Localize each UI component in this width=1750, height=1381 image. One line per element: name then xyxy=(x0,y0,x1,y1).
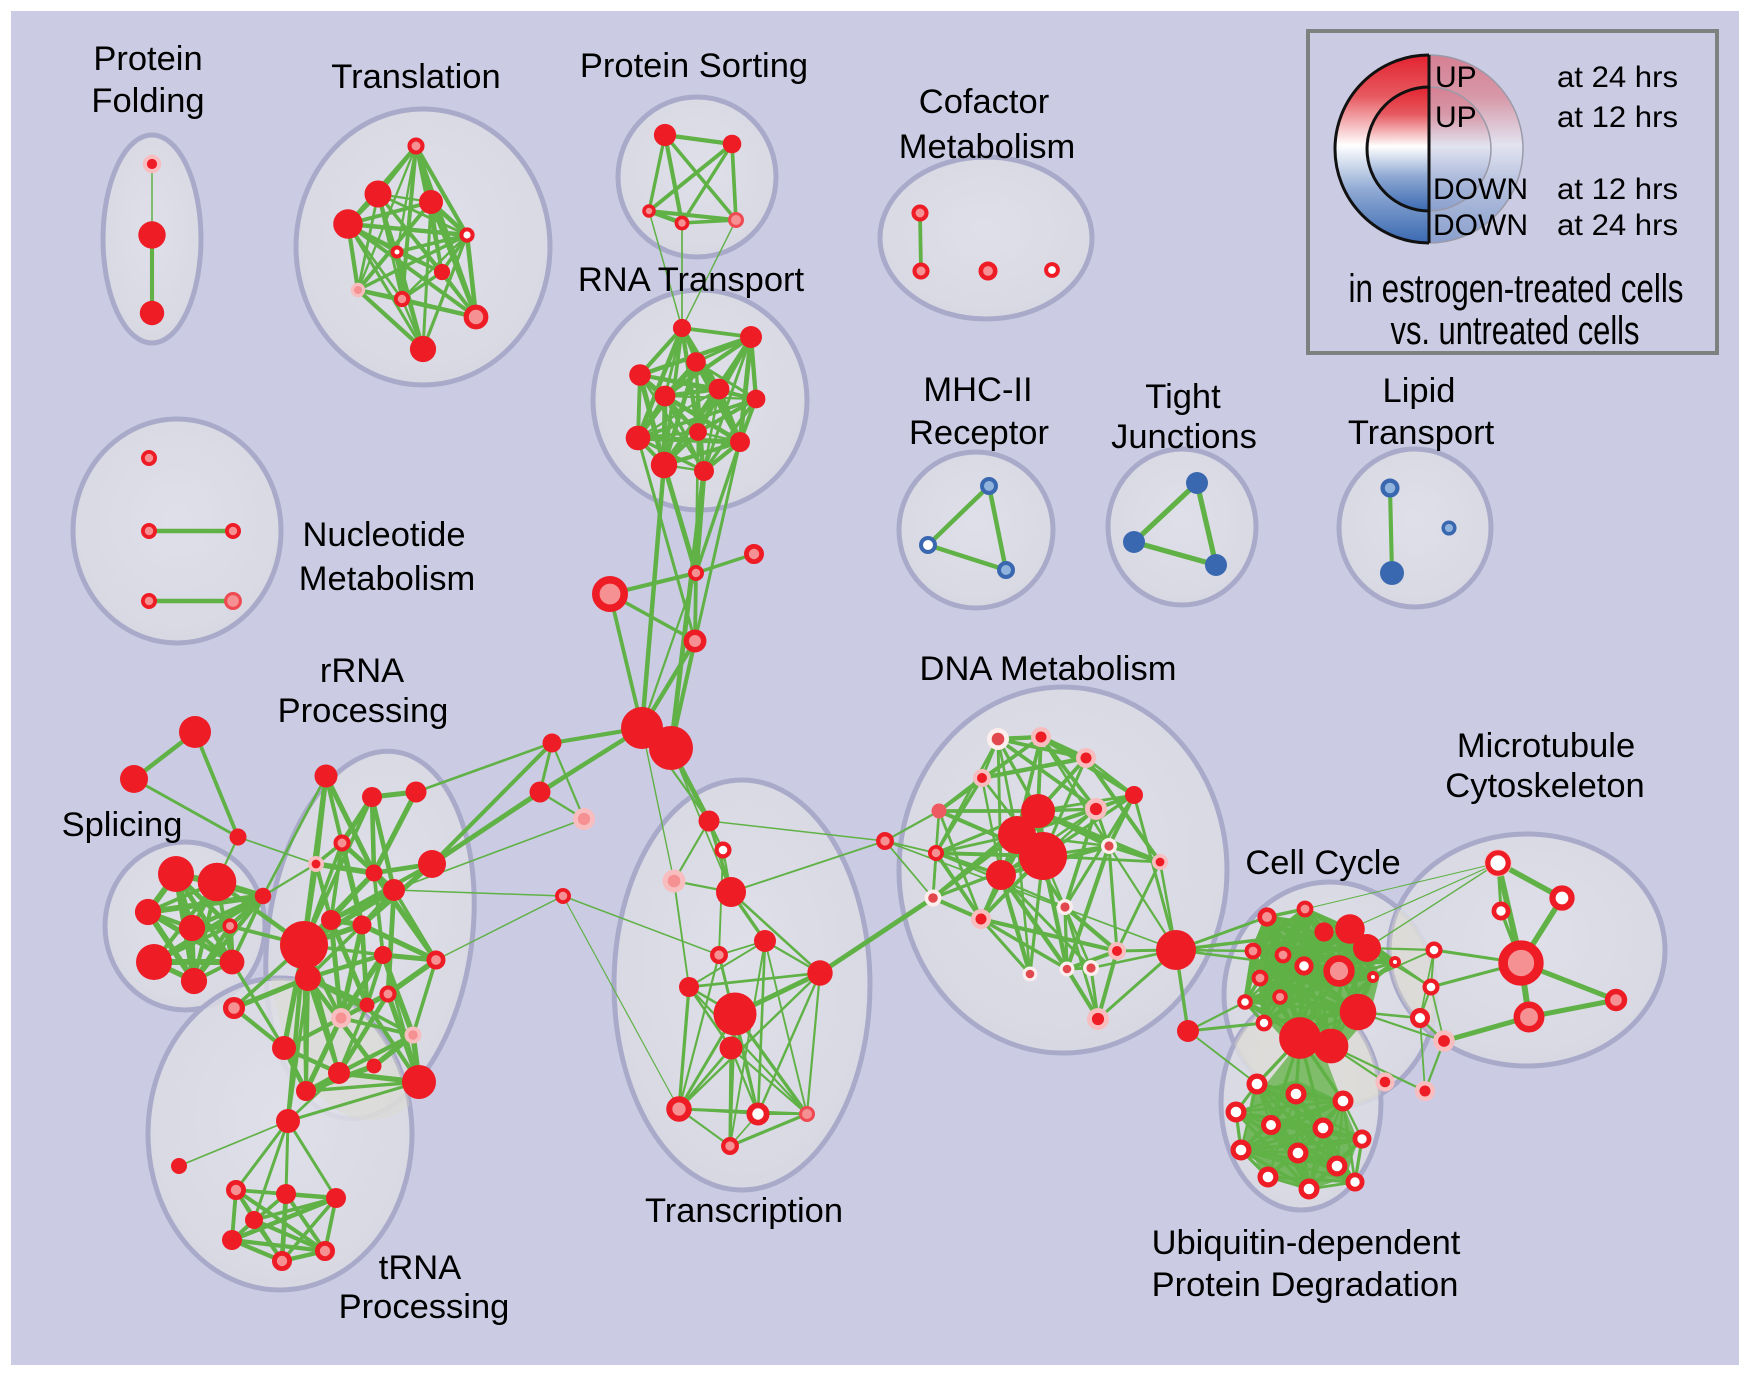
svg-text:tRNA: tRNA xyxy=(379,1249,461,1287)
svg-text:at 12 hrs: at 12 hrs xyxy=(1557,173,1678,206)
svg-text:Metabolism: Metabolism xyxy=(299,560,475,598)
svg-text:vs. untreated cells: vs. untreated cells xyxy=(1391,309,1640,353)
svg-text:Protein Degradation: Protein Degradation xyxy=(1152,1266,1459,1304)
svg-text:Cell Cycle: Cell Cycle xyxy=(1245,844,1400,882)
svg-text:Ubiquitin-dependent: Ubiquitin-dependent xyxy=(1152,1224,1461,1262)
svg-text:Lipid: Lipid xyxy=(1383,372,1456,410)
svg-text:Protein: Protein xyxy=(93,40,202,78)
svg-text:Folding: Folding xyxy=(91,82,204,120)
svg-text:at 24 hrs: at 24 hrs xyxy=(1557,209,1678,242)
svg-text:UP: UP xyxy=(1435,101,1477,134)
svg-text:DOWN: DOWN xyxy=(1433,173,1528,206)
svg-text:Junctions: Junctions xyxy=(1111,418,1257,456)
svg-text:Transport: Transport xyxy=(1348,414,1495,452)
svg-text:Metabolism: Metabolism xyxy=(899,128,1075,166)
svg-text:Processing: Processing xyxy=(339,1288,510,1326)
svg-text:at 24 hrs: at 24 hrs xyxy=(1557,61,1678,94)
svg-text:rRNA: rRNA xyxy=(320,652,404,690)
svg-text:Splicing: Splicing xyxy=(62,806,183,844)
svg-text:Tight: Tight xyxy=(1145,378,1221,416)
svg-text:DOWN: DOWN xyxy=(1433,209,1528,242)
svg-text:Microtubule: Microtubule xyxy=(1457,727,1635,765)
svg-text:Cofactor: Cofactor xyxy=(919,83,1049,121)
svg-text:Receptor: Receptor xyxy=(909,414,1049,452)
svg-text:MHC-II: MHC-II xyxy=(923,371,1032,409)
svg-text:Translation: Translation xyxy=(331,58,500,96)
svg-text:Transcription: Transcription xyxy=(645,1192,843,1230)
svg-text:at 12 hrs: at 12 hrs xyxy=(1557,101,1678,134)
svg-text:UP: UP xyxy=(1435,61,1477,94)
svg-text:Processing: Processing xyxy=(278,692,449,730)
svg-text:Nucleotide: Nucleotide xyxy=(302,516,465,554)
svg-text:DNA Metabolism: DNA Metabolism xyxy=(920,650,1177,688)
svg-text:Cytoskeleton: Cytoskeleton xyxy=(1445,767,1644,805)
svg-text:Protein Sorting: Protein Sorting xyxy=(580,47,808,85)
svg-text:RNA Transport: RNA Transport xyxy=(578,261,805,299)
svg-text:in estrogen-treated cells: in estrogen-treated cells xyxy=(1349,267,1684,311)
